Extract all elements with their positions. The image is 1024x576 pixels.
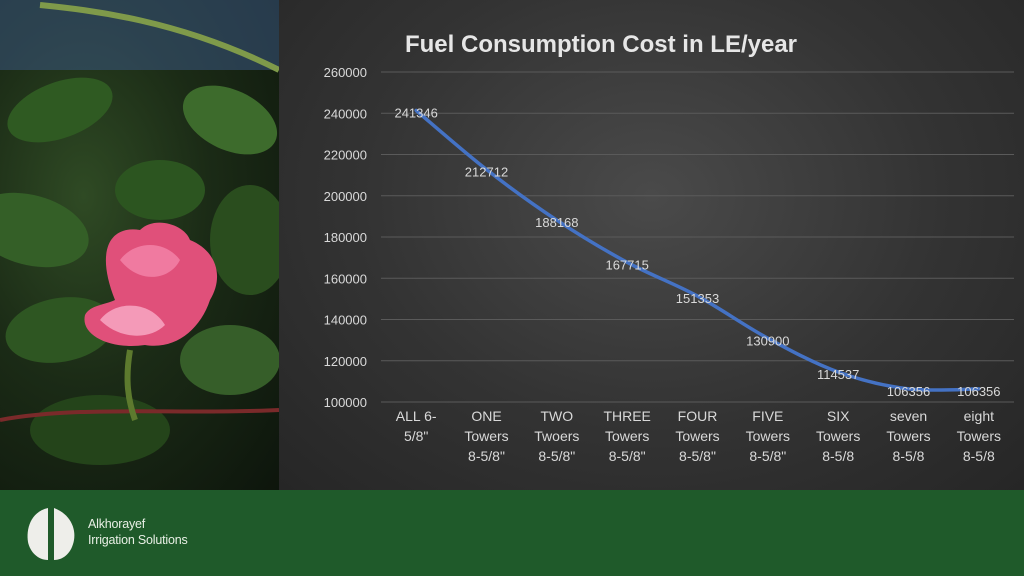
data-label: 106356 <box>957 384 1000 399</box>
x-tick-label: FOUR Towers 8-5/8" <box>675 408 719 464</box>
x-tick-label: THREE Towers 8-5/8" <box>603 408 650 464</box>
x-tick-label-line: 8-5/8" <box>679 448 716 464</box>
x-tick-label-line: SIX <box>827 408 850 424</box>
gridlines <box>381 71 1014 403</box>
x-tick-label-line: Towers <box>816 428 860 444</box>
x-tick-label: ALL 6- 5/8" <box>396 408 437 444</box>
y-tick-label: 120000 <box>324 354 367 369</box>
x-tick-label-line: FOUR <box>678 408 718 424</box>
x-tick-label-line: Towers <box>675 428 719 444</box>
x-tick-label-line: Towers <box>464 428 508 444</box>
data-point <box>625 260 629 264</box>
y-tick-label: 200000 <box>324 189 367 204</box>
x-tick-label-line: 8-5/8" <box>609 448 646 464</box>
series <box>414 108 981 392</box>
data-point <box>555 218 559 222</box>
x-tick-label-line: 8-5/8" <box>538 448 575 464</box>
y-tick-label: 140000 <box>324 313 367 328</box>
data-point <box>977 387 981 391</box>
line-chart: Fuel Consumption Cost in LE/year 1000001… <box>324 31 1014 464</box>
footer-bar <box>0 490 1024 576</box>
x-tick-label-line: 8-5/8 <box>822 448 854 464</box>
data-label: 130900 <box>746 333 789 348</box>
data-point <box>485 168 488 172</box>
x-tick-label: FIVE Towers 8-5/8" <box>746 408 790 464</box>
x-tick-label-line: THREE <box>603 408 650 424</box>
y-tick-label: 160000 <box>324 271 367 286</box>
data-label: 212712 <box>465 165 508 180</box>
cotton-flower-illustration <box>0 0 279 465</box>
x-tick-label-line: Twoers <box>534 428 579 444</box>
x-tick-label-line: Towers <box>957 428 1001 444</box>
x-tick-label: ONE Towers 8-5/8" <box>464 408 508 464</box>
x-tick-label-line: ONE <box>471 408 501 424</box>
data-label: 106356 <box>887 384 930 399</box>
data-point <box>907 387 910 391</box>
x-tick-label-line: 8-5/8" <box>468 448 505 464</box>
x-tick-label-line: Towers <box>886 428 930 444</box>
brand-logo-icon <box>27 508 75 560</box>
y-tick-label: 260000 <box>324 65 367 80</box>
brand-name: Alkhorayef Irrigation Solutions <box>88 516 188 548</box>
data-label: 151353 <box>676 291 719 306</box>
data-point <box>414 108 418 112</box>
cotton-flower-photo <box>0 0 279 490</box>
data-point <box>696 294 699 298</box>
y-tick-label: 220000 <box>324 148 367 163</box>
x-tick-label: seven Towers 8-5/8 <box>886 408 930 464</box>
data-label: 241346 <box>394 105 437 120</box>
x-tick-label-line: eight <box>964 408 994 424</box>
data-label: 167715 <box>605 257 648 272</box>
data-label: 114537 <box>817 367 859 382</box>
x-tick-label-line: TWO <box>541 408 574 424</box>
x-tick-label: TWO Twoers 8-5/8" <box>534 408 579 464</box>
data-label: 188168 <box>535 215 578 230</box>
data-labels: 241346 212712 188168 167715 151353 130900 1145… <box>394 105 1000 398</box>
x-tick-label-line: ALL 6- <box>396 408 437 424</box>
x-tick-label: eight Towers 8-5/8 <box>957 408 1001 464</box>
x-tick-label: SIX Towers 8-5/8 <box>816 408 860 464</box>
x-tick-label-line: 8-5/8 <box>963 448 995 464</box>
y-tick-label: 180000 <box>324 230 367 245</box>
x-tick-label-line: 8-5/8 <box>893 448 925 464</box>
y-tick-label: 100000 <box>324 395 367 410</box>
x-tick-label-line: 8-5/8" <box>749 448 786 464</box>
chart-panel: Fuel Consumption Cost in LE/year 100000 1… <box>279 0 1024 490</box>
x-tick-label-line: seven <box>890 408 927 424</box>
brand-name-line2: Irrigation Solutions <box>88 533 188 547</box>
chart-title: Fuel Consumption Cost in LE/year <box>405 31 797 58</box>
y-axis-tick-labels: 100000 120000 140000 160000 180000 200000 2200… <box>324 65 367 410</box>
data-point <box>766 336 770 340</box>
x-tick-label-line: Towers <box>605 428 649 444</box>
x-axis-tick-labels: ALL 6- 5/8" ONE Towers 8-5/8" TWO Twoers 8-5/8"… <box>396 408 1001 464</box>
x-tick-label-line: Towers <box>746 428 790 444</box>
x-tick-label-line: FIVE <box>752 408 783 424</box>
series-line <box>414 108 981 392</box>
data-point <box>836 370 840 374</box>
brand-name-line1: Alkhorayef <box>88 517 146 531</box>
x-tick-label-line: 5/8" <box>404 428 428 444</box>
y-tick-label: 240000 <box>324 106 367 121</box>
